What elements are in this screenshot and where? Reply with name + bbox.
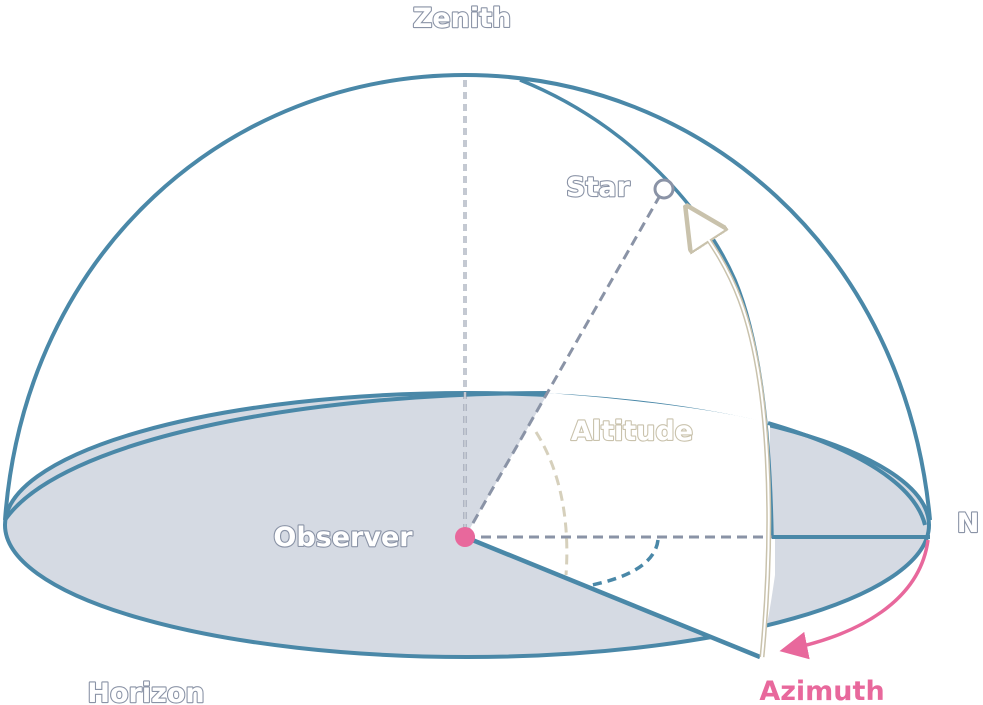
star-sightline — [463, 191, 664, 538]
north-label: N — [957, 508, 980, 539]
azimuth-label: Azimuth — [759, 676, 884, 705]
observer-dot — [455, 527, 475, 547]
altitude-arrow-arc-inner — [691, 215, 770, 658]
azimuth-direction-line — [464, 534, 761, 660]
zenith-label: Zenith — [413, 3, 512, 34]
celestial-dome — [3, 72, 932, 521]
observer-label: Observer — [273, 522, 413, 553]
horizon-cutout-back — [465, 393, 770, 537]
altitude-label: Altitude — [571, 416, 693, 447]
horizon-label: Horizon — [87, 678, 204, 705]
azimuth-angle-arc — [591, 539, 660, 587]
horizon-back-edge-right — [767, 421, 927, 526]
star-label: Star — [566, 172, 631, 203]
horizon-plane — [3, 391, 931, 659]
horizon-back-edge — [3, 391, 549, 522]
azimuth-arrow-arc — [779, 539, 930, 660]
altitude-angle-arc — [534, 431, 569, 576]
star-marker — [653, 178, 675, 200]
